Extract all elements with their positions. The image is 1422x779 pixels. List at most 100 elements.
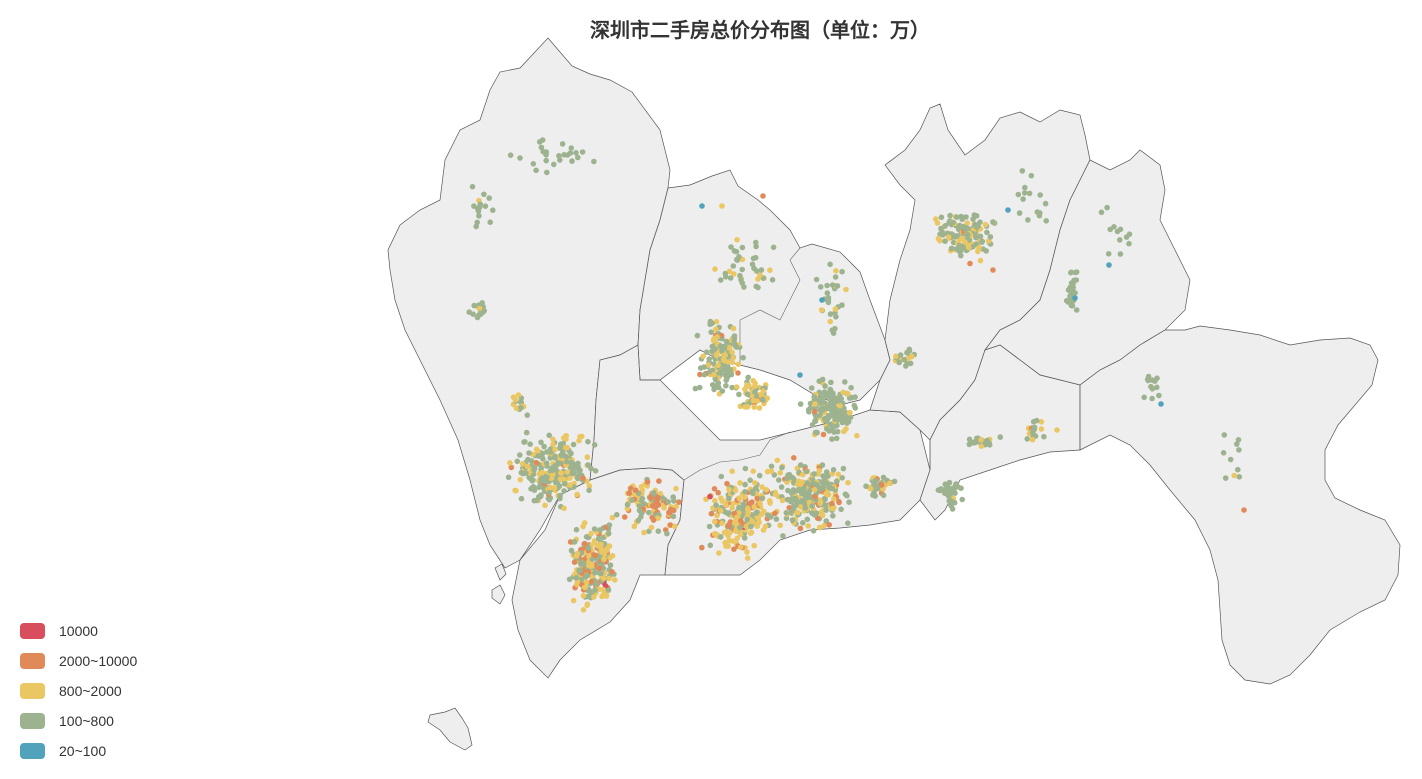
price-point[interactable]	[711, 371, 717, 378]
price-point[interactable]	[863, 483, 869, 490]
price-point[interactable]	[1106, 262, 1112, 268]
price-point[interactable]	[730, 355, 736, 361]
price-point[interactable]	[606, 575, 612, 582]
price-point[interactable]	[783, 510, 790, 516]
price-point[interactable]	[826, 522, 832, 528]
price-point[interactable]	[1221, 432, 1228, 438]
price-point[interactable]	[1015, 191, 1022, 198]
price-point[interactable]	[570, 441, 577, 448]
price-point[interactable]	[712, 498, 718, 504]
price-point[interactable]	[539, 469, 545, 476]
price-point[interactable]	[714, 334, 720, 340]
price-point[interactable]	[1105, 251, 1112, 257]
price-point[interactable]	[1070, 284, 1076, 291]
price-point[interactable]	[797, 462, 804, 468]
price-point[interactable]	[577, 560, 584, 567]
price-point[interactable]	[713, 502, 719, 509]
price-point[interactable]	[1117, 251, 1124, 257]
price-point[interactable]	[591, 158, 597, 165]
price-point[interactable]	[515, 392, 522, 398]
price-point[interactable]	[573, 150, 579, 156]
price-point[interactable]	[744, 391, 751, 397]
price-point[interactable]	[824, 282, 830, 289]
price-point[interactable]	[581, 540, 588, 547]
price-point[interactable]	[831, 496, 837, 502]
price-point[interactable]	[753, 243, 759, 250]
price-point[interactable]	[729, 468, 735, 475]
price-point[interactable]	[745, 374, 751, 381]
price-point[interactable]	[1016, 210, 1023, 216]
price-point[interactable]	[573, 553, 580, 559]
price-point[interactable]	[598, 570, 604, 577]
price-point[interactable]	[843, 426, 849, 432]
price-point[interactable]	[568, 459, 575, 466]
price-point[interactable]	[529, 484, 536, 491]
price-point[interactable]	[1141, 394, 1147, 401]
price-point[interactable]	[624, 505, 631, 512]
price-point[interactable]	[721, 358, 728, 364]
price-point[interactable]	[523, 429, 530, 436]
price-point[interactable]	[1020, 196, 1026, 202]
price-point[interactable]	[709, 343, 716, 350]
price-point[interactable]	[508, 464, 515, 471]
price-point[interactable]	[626, 490, 632, 497]
price-point[interactable]	[1241, 507, 1247, 513]
price-point[interactable]	[557, 445, 563, 451]
price-point[interactable]	[717, 277, 724, 283]
price-point[interactable]	[728, 244, 734, 250]
price-point[interactable]	[1236, 474, 1243, 480]
price-point[interactable]	[1054, 427, 1060, 433]
price-point[interactable]	[600, 586, 607, 593]
price-point[interactable]	[558, 470, 565, 476]
price-point[interactable]	[655, 494, 661, 501]
price-point[interactable]	[887, 480, 893, 487]
price-point[interactable]	[1019, 168, 1026, 174]
price-point[interactable]	[950, 239, 957, 246]
price-point[interactable]	[712, 518, 718, 525]
price-point[interactable]	[699, 203, 705, 209]
price-point[interactable]	[831, 429, 837, 435]
price-point[interactable]	[743, 523, 750, 530]
price-point[interactable]	[719, 388, 726, 394]
price-point[interactable]	[820, 395, 827, 401]
price-point[interactable]	[607, 562, 614, 568]
price-point[interactable]	[708, 329, 714, 336]
price-point[interactable]	[567, 150, 574, 156]
price-point[interactable]	[963, 214, 969, 220]
price-point[interactable]	[845, 390, 851, 397]
price-point[interactable]	[1117, 237, 1123, 243]
price-point[interactable]	[707, 542, 714, 549]
price-point[interactable]	[812, 408, 818, 415]
price-point[interactable]	[779, 497, 786, 504]
price-point[interactable]	[1111, 224, 1117, 230]
price-point[interactable]	[599, 593, 605, 600]
price-point[interactable]	[731, 271, 737, 277]
price-point[interactable]	[769, 277, 776, 283]
price-point[interactable]	[557, 492, 563, 499]
price-point[interactable]	[779, 464, 785, 471]
price-point[interactable]	[975, 248, 981, 255]
price-point[interactable]	[729, 538, 736, 544]
price-point[interactable]	[791, 503, 797, 509]
price-point[interactable]	[823, 469, 830, 475]
price-point[interactable]	[791, 496, 798, 502]
price-point[interactable]	[592, 552, 599, 559]
price-point[interactable]	[1126, 240, 1132, 247]
price-point[interactable]	[536, 484, 542, 491]
price-point[interactable]	[724, 374, 731, 381]
price-point[interactable]	[466, 309, 473, 315]
price-point[interactable]	[974, 435, 980, 442]
price-point[interactable]	[538, 492, 544, 498]
price-point[interactable]	[750, 255, 757, 262]
price-point[interactable]	[647, 495, 654, 501]
price-point[interactable]	[544, 169, 550, 176]
price-point[interactable]	[588, 578, 595, 585]
price-point[interactable]	[1063, 297, 1070, 304]
price-point[interactable]	[829, 282, 836, 288]
price-point[interactable]	[469, 183, 476, 190]
price-point[interactable]	[737, 524, 743, 531]
price-point[interactable]	[959, 496, 965, 503]
price-point[interactable]	[1030, 418, 1037, 425]
price-point[interactable]	[715, 380, 722, 386]
price-point[interactable]	[701, 371, 708, 378]
